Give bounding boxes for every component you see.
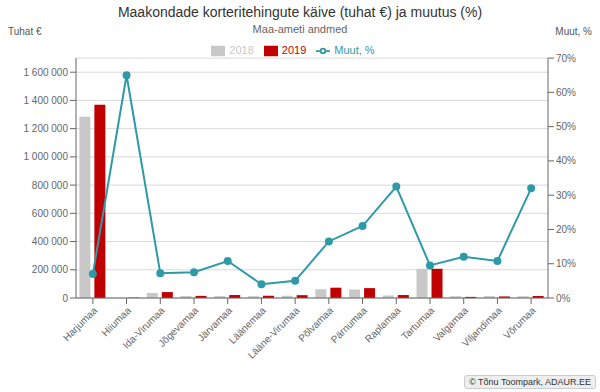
- svg-text:0%: 0%: [556, 293, 571, 304]
- svg-text:Võrumaa: Võrumaa: [501, 304, 538, 341]
- html-text:Tuhat €: Tuhat €: [8, 26, 42, 37]
- svg-text:Harjumaa: Harjumaa: [61, 304, 100, 343]
- svg-text:Põlvamaa: Põlvamaa: [296, 304, 336, 344]
- svg-text:Järvamaa: Järvamaa: [195, 304, 235, 344]
- svg-text:20%: 20%: [556, 224, 576, 235]
- html-text:2019: 2019: [281, 44, 307, 56]
- svg-text:30%: 30%: [556, 190, 576, 201]
- svg-text:0: 0: [62, 293, 68, 304]
- svg-text:70%: 70%: [556, 53, 576, 64]
- svg-text:200 000: 200 000: [32, 264, 69, 275]
- svg-text:1 200 000: 1 200 000: [24, 123, 69, 134]
- svg-text:600 000: 600 000: [32, 208, 69, 219]
- html-text:Muut, %: Muut, %: [555, 26, 592, 37]
- svg-text:Läänemaa: Läänemaa: [226, 304, 268, 346]
- html-text:Maa-ameti andmed: Maa-ameti andmed: [252, 23, 348, 35]
- svg-text:40%: 40%: [556, 155, 576, 166]
- svg-text:Pärnumaa: Pärnumaa: [329, 304, 370, 345]
- html-text:2018: 2018: [229, 44, 254, 56]
- svg-text:400 000: 400 000: [32, 236, 69, 247]
- svg-text:Ida-Virumaa: Ida-Virumaa: [120, 304, 167, 351]
- svg-text:10%: 10%: [556, 258, 576, 269]
- svg-text:Raplamaa: Raplamaa: [363, 304, 403, 344]
- svg-text:Viljandimaa: Viljandimaa: [460, 304, 505, 349]
- svg-text:1 400 000: 1 400 000: [24, 95, 69, 106]
- svg-text:50%: 50%: [556, 121, 576, 132]
- svg-text:Valgamaa: Valgamaa: [431, 304, 471, 344]
- html-text:© Tõnu Toompark, ADAUR.EE: © Tõnu Toompark, ADAUR.EE: [469, 377, 591, 387]
- html-text:Muut, %: Muut, %: [334, 44, 375, 56]
- svg-text:Lääne-Virumaa: Lääne-Virumaa: [246, 304, 302, 360]
- html-text:Maakondade korteritehingute kä: Maakondade korteritehingute käive (tuhat…: [117, 4, 483, 20]
- svg-text:Hiiumaa: Hiiumaa: [99, 304, 133, 338]
- svg-text:Tartumaa: Tartumaa: [399, 304, 437, 342]
- svg-text:1 600 000: 1 600 000: [24, 67, 69, 78]
- svg-text:Jõgevamaa: Jõgevamaa: [156, 304, 201, 349]
- svg-text:60%: 60%: [556, 87, 576, 98]
- svg-text:1 000 000: 1 000 000: [24, 151, 69, 162]
- svg-text:800 000: 800 000: [32, 180, 69, 191]
